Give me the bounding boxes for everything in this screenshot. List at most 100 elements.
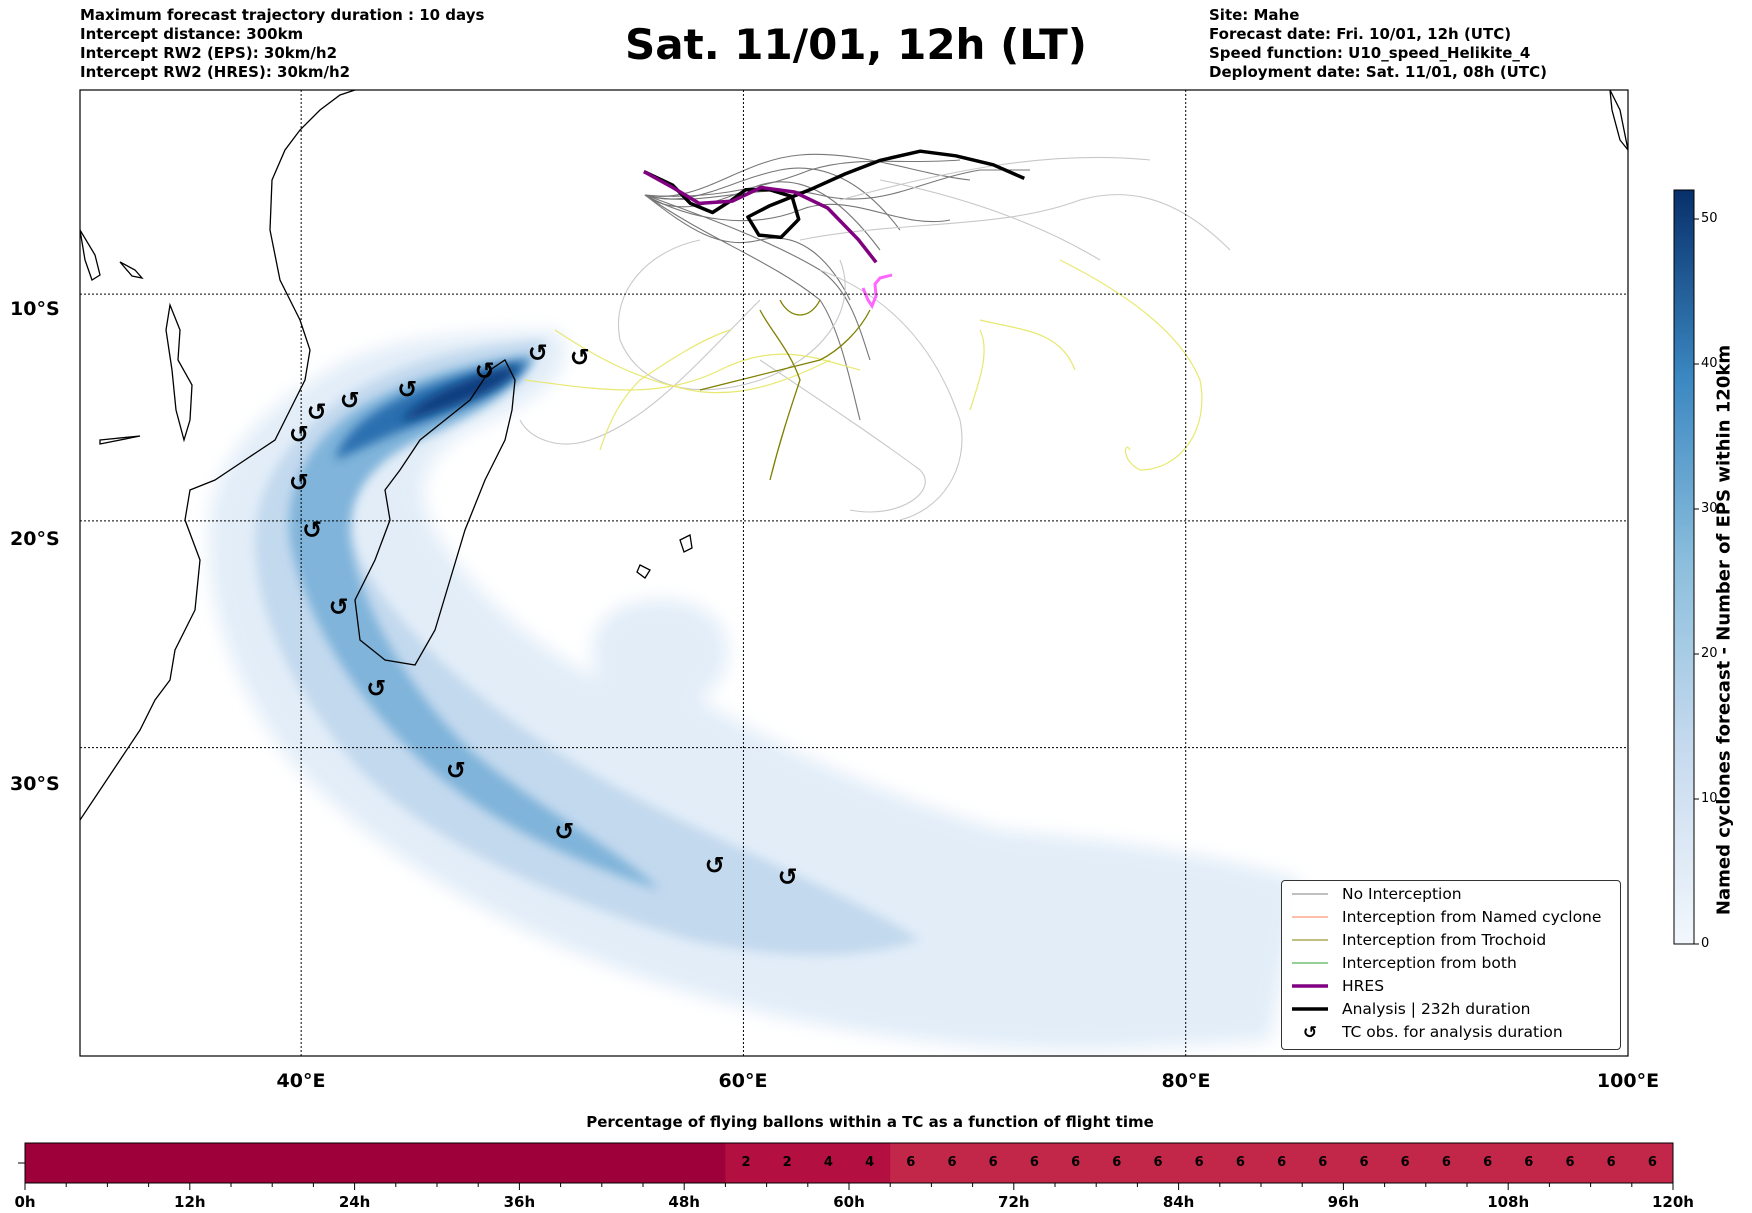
lon-label: 60°E: [718, 1070, 768, 1092]
lat-label: 20°S: [10, 528, 60, 550]
bar-cell-label: 6: [1606, 1155, 1616, 1170]
colorbar-tick-label: 40: [1701, 356, 1718, 371]
bar-cell: [1508, 1143, 1550, 1183]
header-right-line: Deployment date: Sat. 11/01, 08h (UTC): [1209, 63, 1547, 81]
bar-cell-label: 4: [865, 1155, 875, 1170]
header-right-line: Forecast date: Fri. 10/01, 12h (UTC): [1209, 25, 1512, 43]
bar-tick-label: 0h: [14, 1193, 36, 1211]
tc-observation-marker: ↺: [475, 357, 495, 385]
map-border: [79, 89, 1629, 1057]
tc-observation-marker: ↺: [289, 468, 309, 496]
bar-tick-label: 120h: [1652, 1193, 1694, 1211]
legend-item: No Interception: [1292, 883, 1462, 905]
bar-tick-label: 108h: [1487, 1193, 1530, 1211]
tc-marker-icon: ↺: [1303, 1024, 1317, 1040]
lon-label: 100°E: [1596, 1070, 1660, 1092]
bar-cell-label: 6: [988, 1155, 998, 1170]
bar-cell-label: 6: [1359, 1155, 1369, 1170]
header-right-line: Speed function: U10_speed_Helikite_4: [1209, 44, 1531, 62]
legend-swatch: [1292, 984, 1328, 988]
colorbar-tick-label: 10: [1701, 791, 1718, 806]
bar-cell: [1467, 1143, 1509, 1183]
legend-swatch: [1292, 893, 1328, 895]
header-left-line: Intercept distance: 300km: [80, 25, 304, 43]
bar-cell: [1178, 1143, 1221, 1183]
bar-cell: [1631, 1143, 1674, 1183]
tc-observations: ↺↺↺↺↺↺↺↺↺↺↺↺↺↺ ↺: [289, 339, 798, 891]
legend-label: HRES: [1342, 977, 1385, 995]
lon-label: 80°E: [1161, 1070, 1211, 1092]
tc-observation-marker: ↺: [397, 375, 417, 403]
bar-cell: [931, 1143, 974, 1183]
bar-cell-label: 6: [1194, 1155, 1204, 1170]
legend-swatch: [1292, 962, 1328, 964]
colorbar-tick-label: 20: [1701, 646, 1718, 661]
bar-cell-label: 6: [1400, 1155, 1410, 1170]
bar-cell-label: 2: [741, 1155, 751, 1170]
bar-tick-label: 84h: [1162, 1193, 1195, 1211]
header-right-line: Site: Mahe: [1209, 6, 1300, 24]
header-left-line: Intercept RW2 (HRES): 30km/h2: [80, 63, 351, 81]
tc-observation-marker: ↺: [446, 756, 466, 784]
trochoid-tracks: [699, 299, 871, 481]
legend-label: Interception from both: [1342, 954, 1517, 972]
lat-label: 10°S: [10, 298, 60, 320]
bar-cell: [725, 1143, 768, 1183]
bar-tick-label: 60h: [833, 1193, 865, 1211]
bar-cell: [1055, 1143, 1097, 1183]
legend-item: Interception from Named cyclone: [1292, 906, 1601, 928]
lon-label: 40°E: [276, 1070, 326, 1092]
legend-label: TC obs. for analysis duration: [1342, 1023, 1563, 1041]
flight-time-bar: [25, 1143, 1674, 1183]
analysis-track: [643, 149, 1026, 240]
bar-cell-label: 6: [1441, 1155, 1451, 1170]
bar-cell-label: 6: [1524, 1155, 1534, 1170]
legend-item: ↺ TC obs. for analysis duration: [1292, 1021, 1563, 1043]
bar-chart-title: Percentage of flying ballons within a TC…: [586, 1113, 1154, 1131]
header-right: Site: Mahe Forecast date: Fri. 10/01, 12…: [1209, 6, 1547, 82]
bar-cell: [1096, 1143, 1138, 1183]
chart-title: Sat. 11/01, 12h (LT): [625, 20, 1087, 69]
hres-track: [643, 170, 878, 264]
bar-tick-label: 36h: [503, 1193, 536, 1211]
bar-cell-label: 6: [1483, 1155, 1493, 1170]
legend-swatch: [1292, 939, 1328, 941]
yellow-tracks: [524, 259, 1203, 471]
tc-observation-marker: ↺: [307, 398, 327, 426]
tc-observation-marker: ↺: [302, 516, 322, 544]
bar-cell-label: 4: [823, 1155, 833, 1170]
bar-tick-label: 48h: [668, 1193, 700, 1211]
bar-cell-label: 6: [1235, 1155, 1245, 1170]
bar-ticks: [24, 1183, 1674, 1190]
tc-observation-marker: ↺: [554, 818, 574, 846]
legend-item: HRES: [1292, 975, 1384, 997]
bar-cell: [1219, 1143, 1262, 1183]
no-interception-tracks: [644, 153, 1030, 421]
bar-cell-label: 6: [906, 1155, 916, 1170]
colorbar-tick-label: 30: [1701, 501, 1718, 516]
lat-label: 30°S: [10, 773, 60, 795]
colorbar-tick-label: 50: [1701, 211, 1718, 226]
bar-cell-label: 6: [1277, 1155, 1287, 1170]
coastlines: [80, 90, 1628, 821]
density-field: [209, 331, 1300, 1050]
bar-cell-label: 6: [947, 1155, 957, 1170]
legend-item: Interception from Trochoid: [1292, 929, 1546, 951]
bar-cell: [807, 1143, 850, 1183]
bar-cell-label: 6: [1153, 1155, 1163, 1170]
colorbar-tick-label: 0: [1701, 936, 1710, 951]
tc-observation-marker: ↺: [570, 344, 590, 372]
legend-swatch: [1292, 916, 1328, 918]
legend-label: No Interception: [1342, 885, 1462, 903]
bar-cell-label: 6: [1112, 1155, 1122, 1170]
bar-cell-label: 6: [1029, 1155, 1039, 1170]
tc-observation-marker: ↺: [705, 852, 725, 880]
colorbar: [1673, 189, 1695, 945]
bar-cell: [1590, 1143, 1633, 1183]
bar-cell: [1302, 1143, 1344, 1183]
hres-end-segment: [861, 273, 893, 310]
bar-tick-label: 96h: [1327, 1193, 1360, 1211]
header-left: Maximum forecast trajectory duration : 1…: [80, 6, 484, 82]
bar-cell-label: 6: [1565, 1155, 1575, 1170]
